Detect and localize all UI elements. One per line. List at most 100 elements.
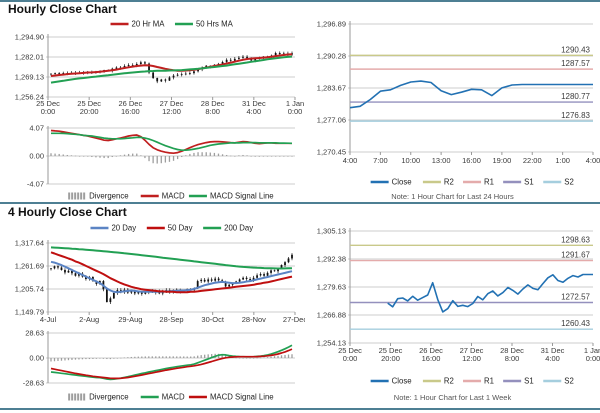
ma-line-1 <box>50 251 293 294</box>
divergence-bar <box>249 358 251 359</box>
candle-body <box>249 279 251 281</box>
divergence-bar <box>155 356 157 358</box>
divergence-bar <box>242 358 244 359</box>
candle-body <box>277 267 279 272</box>
x-tick-label: 16:00 <box>462 156 481 165</box>
x-tick-label: 8:00 <box>205 107 220 116</box>
divergence-bar <box>127 357 129 358</box>
divergence-bar <box>67 358 70 361</box>
candle-body <box>60 267 63 270</box>
divergence-bar <box>119 155 122 156</box>
divergence-bar <box>92 358 94 359</box>
divergence-bar <box>266 357 269 358</box>
divergence-bar <box>53 358 56 362</box>
candle-body <box>184 73 187 75</box>
y-tick-label: 1,256.24 <box>15 93 44 102</box>
y-tick-label: 1,205.74 <box>15 285 44 294</box>
candle-body <box>160 79 163 82</box>
legend-swatch-bar <box>74 192 77 200</box>
divergence-bar <box>225 154 228 156</box>
x-tick-label: 1:00 <box>555 156 570 165</box>
y-tick-label: 1,254.13 <box>317 339 346 348</box>
divergence-bar <box>78 156 81 157</box>
divergence-bar <box>148 156 150 162</box>
legend-swatch-bar <box>71 192 74 200</box>
legend-swatch-bar <box>80 393 83 401</box>
y-tick-label: 1,270.45 <box>317 148 346 157</box>
x-tick-label: 0:00 <box>586 354 600 363</box>
pivot-label-s1: 1272.57 <box>561 293 590 302</box>
divergence-bar <box>78 358 80 360</box>
hourly-pivot-chart: 1,296.89 1,290.28 1,283.67 1,277.06 1,270.45… <box>317 20 600 187</box>
candle-body <box>137 291 140 294</box>
candle-body <box>225 59 228 62</box>
legend-label: Close <box>392 377 412 386</box>
candle-body <box>237 57 240 59</box>
divergence-bar <box>71 358 73 360</box>
divergence-bar <box>58 153 60 156</box>
legend-label: 50 Hrs MA <box>196 20 234 29</box>
y-tick-label: 0.00 <box>29 152 44 161</box>
divergence-bar <box>193 152 195 156</box>
candle-body <box>50 73 52 75</box>
candle-body <box>259 274 262 276</box>
y-tick-label: 1,277.06 <box>317 116 346 125</box>
x-tick-label: 4-Jul <box>40 315 57 324</box>
x-tick-label: 31 Dec <box>242 99 266 108</box>
four-hourly-close-price-chart: 1,317.64 1,261.69 1,205.74 1,149.794-Jul 2-A… <box>15 224 305 324</box>
x-tick-label: 4:00 <box>586 156 600 165</box>
legend-label: R2 <box>444 178 454 187</box>
legend-label: 20 Day <box>111 224 136 233</box>
four-hourly-close-title: 4 Hourly Close Chart <box>8 205 127 219</box>
candle-body <box>270 270 272 273</box>
x-tick-label: 28 Dec <box>500 346 524 355</box>
x-tick-label: 16:00 <box>422 354 441 363</box>
candle-body <box>196 281 199 289</box>
candle-body <box>133 290 136 294</box>
candle-body <box>123 66 126 68</box>
candle-body <box>85 276 87 280</box>
candle-body <box>64 269 66 273</box>
divergence-bar <box>70 155 73 156</box>
divergence-bar <box>57 358 59 361</box>
y-tick-label: 1,261.69 <box>15 262 44 271</box>
divergence-bar <box>111 156 113 158</box>
y-tick-label: 1,283.67 <box>317 84 346 93</box>
x-tick-label: 4:00 <box>545 354 560 363</box>
candle-body <box>228 284 231 287</box>
divergence-bar <box>176 356 178 358</box>
y-tick-label: 1,290.28 <box>317 52 346 61</box>
candle-body <box>50 268 52 270</box>
divergence-bar <box>62 154 64 156</box>
y-tick-label: 1,296.89 <box>317 20 346 29</box>
divergence-bar <box>137 356 139 358</box>
ma-line-1 <box>50 55 293 84</box>
candle-body <box>148 63 150 73</box>
x-tick-label: 2-Aug <box>79 315 99 324</box>
candle-body <box>224 281 227 287</box>
legend-label: Close <box>392 178 412 187</box>
candle-body <box>200 279 203 282</box>
x-tick-label: 31 Dec <box>541 346 565 355</box>
divergence-bar <box>152 156 154 164</box>
legend-swatch-bar <box>74 393 77 401</box>
legend-label: MACD <box>162 192 185 201</box>
divergence-bar <box>201 152 203 156</box>
divergence-bar <box>270 156 273 157</box>
divergence-bar <box>263 357 265 358</box>
divergence-bar <box>141 356 143 358</box>
x-tick-label: 25 Dec <box>77 99 101 108</box>
candle-body <box>144 62 146 64</box>
legend-label: S1 <box>524 178 534 187</box>
legend-swatch-bar <box>80 192 83 200</box>
divergence-bar <box>262 156 265 157</box>
legend-label: R1 <box>484 377 494 386</box>
candle-body <box>238 279 241 282</box>
divergence-bar <box>221 154 224 156</box>
divergence-bar <box>74 358 77 360</box>
ma-line-2 <box>50 246 293 270</box>
legend: Divergence MACD MACD Signal Line <box>68 192 274 201</box>
divergence-bar <box>64 358 66 361</box>
divergence-bar <box>113 358 115 359</box>
divergence-bar <box>181 156 183 158</box>
